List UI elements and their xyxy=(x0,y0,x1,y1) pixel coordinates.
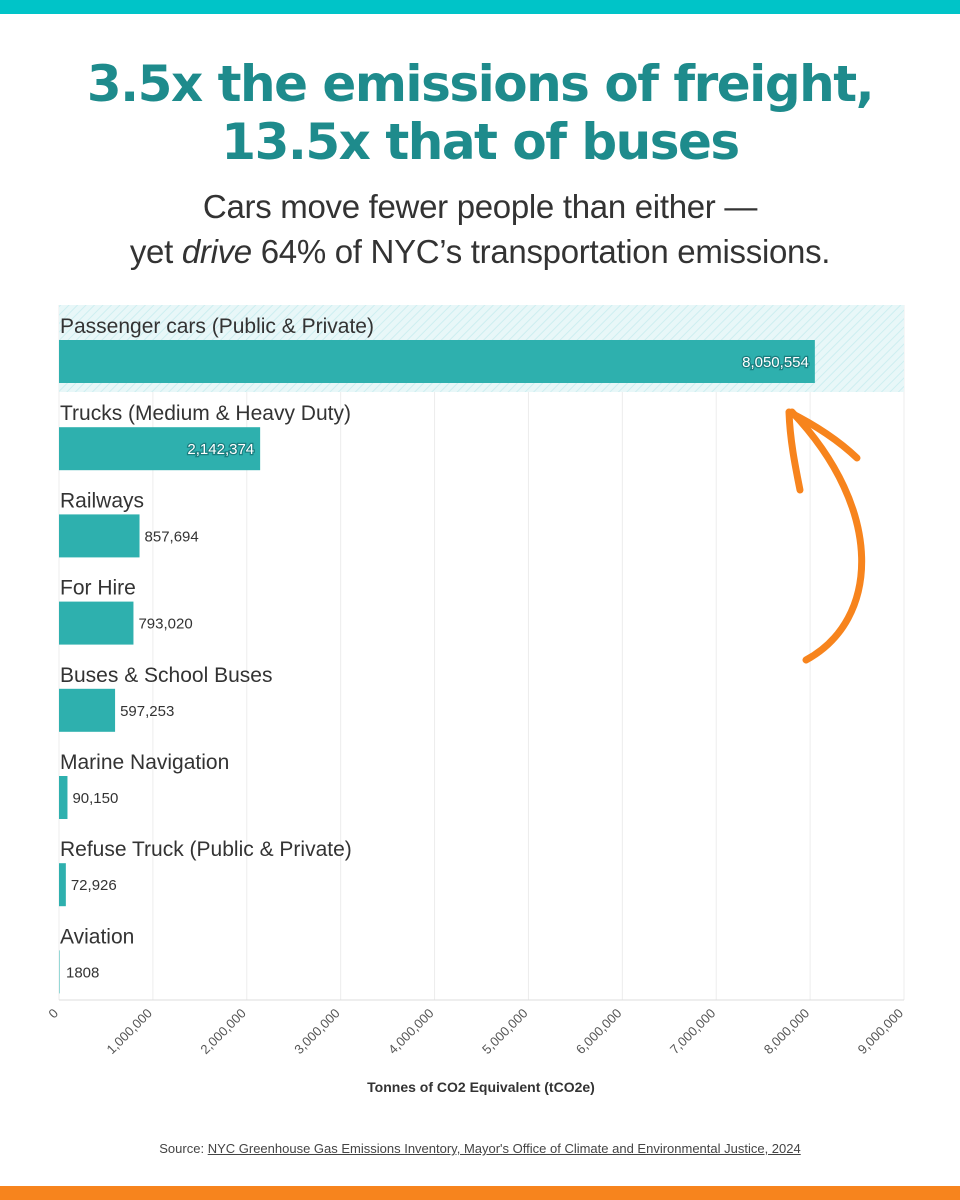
value-label: 2,142,374 xyxy=(187,441,254,458)
subtitle-line-2-post: 64% of NYC’s transportation emissions. xyxy=(251,233,831,270)
category-label: For Hire xyxy=(60,577,136,600)
x-tick-label: 0 xyxy=(45,1006,61,1022)
category-label: Marine Navigation xyxy=(60,751,229,774)
x-tick-label: 7,000,000 xyxy=(667,1006,719,1058)
category-label: Railways xyxy=(60,489,144,512)
value-label: 72,926 xyxy=(71,877,117,894)
bar xyxy=(59,688,116,732)
category-label: Passenger cars (Public & Private) xyxy=(60,315,374,338)
category-label: Refuse Truck (Public & Private) xyxy=(60,838,352,861)
value-label: 793,020 xyxy=(138,616,192,633)
bottom-accent-bar xyxy=(0,1186,960,1200)
bar xyxy=(59,340,815,383)
value-label: 857,694 xyxy=(145,528,199,545)
x-axis-title: Tonnes of CO2 Equivalent (tCO2e) xyxy=(367,1079,595,1095)
source-note: Source: NYC Greenhouse Gas Emissions Inv… xyxy=(0,1141,960,1156)
category-label: Aviation xyxy=(60,925,134,948)
x-tick-label: 1,000,000 xyxy=(104,1006,156,1058)
value-label: 1808 xyxy=(66,964,99,981)
subtitle-line-2-pre: yet xyxy=(129,233,182,270)
annotation-arrow-layer xyxy=(785,408,866,664)
subtitle-line-2: yet drive 64% of NYC’s transportation em… xyxy=(40,231,920,273)
value-label: 8,050,554 xyxy=(742,354,809,371)
annotation-arrow-icon xyxy=(788,408,866,664)
bar xyxy=(59,950,60,994)
annotation-arrowhead-icon xyxy=(785,408,861,494)
bar xyxy=(59,776,68,819)
subtitle-emphasis: drive xyxy=(181,233,252,270)
source-prefix: Source: xyxy=(159,1141,208,1156)
emissions-bar-chart: Passenger cars (Public & Private) 8,050,5… xyxy=(45,305,907,1095)
x-tick-label: 6,000,000 xyxy=(573,1006,625,1058)
x-tick-label: 2,000,000 xyxy=(197,1006,249,1058)
bar xyxy=(59,427,261,471)
x-tick-label: 3,000,000 xyxy=(291,1006,343,1058)
bar xyxy=(59,863,66,907)
value-label: 597,253 xyxy=(120,703,174,720)
bar xyxy=(59,601,134,645)
gridlines xyxy=(58,305,905,1000)
source-link[interactable]: NYC Greenhouse Gas Emissions Inventory, … xyxy=(207,1141,801,1156)
category-label: Trucks (Medium & Heavy Duty) xyxy=(60,402,351,425)
x-tick-label: 4,000,000 xyxy=(385,1006,437,1058)
bars-layer: Passenger cars (Public & Private) 8,050,5… xyxy=(59,315,815,994)
x-tick-label: 9,000,000 xyxy=(855,1006,907,1058)
x-tick-label: 5,000,000 xyxy=(479,1006,531,1058)
top-accent-bar xyxy=(0,0,960,14)
headline-line-1: 3.5x the emissions of freight, xyxy=(86,55,875,113)
category-label: Buses & School Buses xyxy=(60,664,272,687)
bar xyxy=(59,514,140,558)
x-tick-label: 8,000,000 xyxy=(761,1006,813,1058)
subtitle-line-1: Cars move fewer people than either — xyxy=(202,188,758,225)
headline-line-2: 13.5x that of buses xyxy=(221,113,740,171)
value-label: 90,150 xyxy=(72,790,118,807)
x-axis: 0 1,000,000 2,000,000 3,000,000 4,000,000 5,0… xyxy=(45,999,907,1095)
